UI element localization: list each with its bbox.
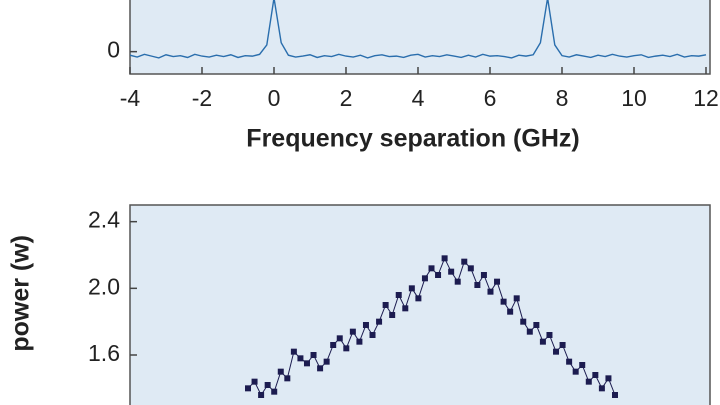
data-point [402, 305, 409, 312]
data-point [559, 342, 566, 348]
x-tick-label: -2 [192, 85, 212, 111]
data-point [317, 365, 324, 372]
data-point [395, 292, 402, 298]
x-tick-label: 4 [412, 85, 425, 111]
x-tick-label: 2 [340, 85, 353, 111]
data-point [520, 318, 527, 325]
data-point [310, 352, 317, 358]
data-point [448, 268, 455, 275]
data-point [428, 265, 435, 272]
data-point [330, 342, 337, 348]
data-point [585, 378, 592, 385]
data-point [579, 362, 586, 368]
data-point [461, 258, 468, 265]
data-point [526, 328, 533, 335]
data-point [323, 358, 330, 365]
data-point [343, 345, 350, 352]
x-tick-label: 12 [693, 85, 719, 111]
data-point [245, 385, 251, 392]
data-point [467, 265, 474, 272]
y-tick-label: 0 [107, 37, 120, 63]
data-point [277, 368, 284, 375]
data-point [421, 275, 428, 282]
data-point [258, 392, 265, 398]
x-tick-label: 10 [621, 85, 647, 111]
data-point [441, 255, 448, 262]
x-tick-label: 6 [484, 85, 497, 111]
data-point [349, 328, 356, 335]
y-tick-label: 1.6 [88, 340, 120, 366]
data-point [376, 318, 383, 325]
data-point [592, 372, 599, 378]
x-tick-label: 0 [268, 85, 281, 111]
data-point [382, 302, 389, 308]
data-point [369, 332, 376, 338]
data-point [566, 358, 573, 365]
data-point [362, 322, 369, 328]
data-point [297, 355, 304, 362]
series-line [130, 0, 707, 59]
data-point [480, 272, 487, 278]
data-point [251, 378, 258, 385]
data-point [513, 295, 520, 302]
data-point [494, 278, 501, 285]
data-point [290, 348, 297, 355]
y-axis-label: power (w) [7, 235, 35, 352]
data-point [605, 375, 612, 382]
plot-area [129, 204, 711, 405]
data-point [303, 360, 310, 367]
data-point [612, 392, 618, 398]
data-point [553, 348, 560, 355]
data-point [336, 335, 343, 342]
data-point [507, 308, 514, 315]
data-point [500, 298, 507, 305]
data-point [546, 332, 553, 338]
x-tick-label: -4 [120, 85, 141, 111]
data-point [271, 388, 278, 395]
data-point [454, 278, 461, 285]
data-point [356, 338, 363, 345]
data-point [389, 312, 396, 318]
x-axis-label: Frequency separation (GHz) [246, 125, 579, 153]
y-tick-label: 2.4 [88, 207, 120, 233]
data-point [264, 382, 271, 388]
plot-area [129, 0, 711, 75]
data-point [572, 368, 579, 375]
data-point [408, 285, 415, 292]
series [245, 255, 618, 398]
data-point [539, 338, 546, 345]
data-point [487, 288, 494, 295]
y-tick-label: 2.0 [88, 273, 120, 299]
series [130, 0, 707, 59]
data-point [284, 375, 291, 382]
data-point [435, 272, 442, 278]
data-point [598, 385, 605, 392]
data-point [533, 322, 540, 328]
data-point [415, 295, 422, 302]
data-point [474, 282, 481, 288]
x-tick-label: 8 [556, 85, 569, 111]
